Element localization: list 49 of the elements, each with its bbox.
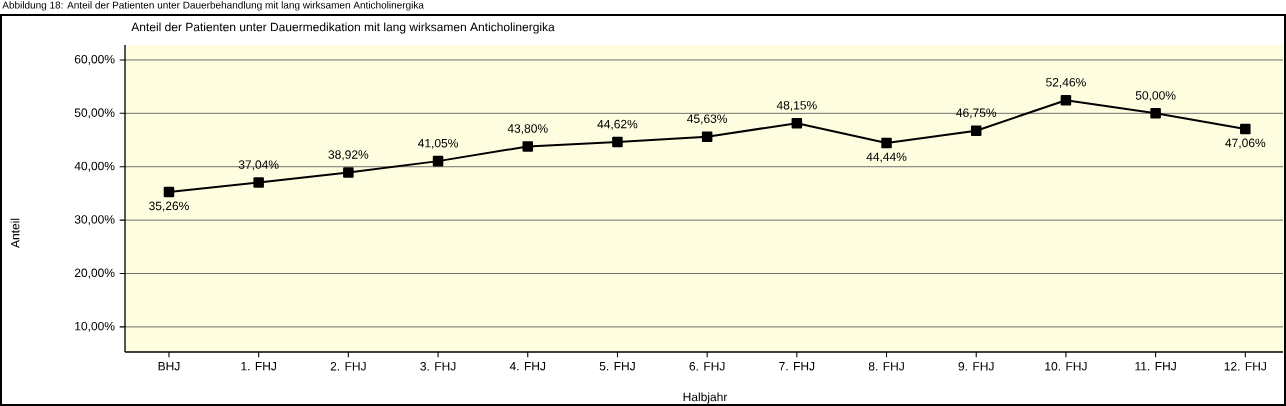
x-tick-label: 8. FHJ — [868, 362, 904, 371]
x-tick-label: 9. FHJ — [958, 362, 994, 371]
data-label: 35,26% — [149, 201, 189, 212]
x-tick-label: 6. FHJ — [689, 362, 725, 371]
data-label: 37,04% — [238, 160, 279, 171]
point — [791, 117, 803, 129]
chart-subtitle: Anteil der Patienten unter Dauermedikation mit lang wirksamen Anticholinergika — [131, 22, 555, 34]
point — [970, 125, 982, 136]
x-axis-title: Halbjahr — [683, 392, 728, 404]
point — [1060, 94, 1072, 106]
data-label: 47,06% — [1225, 138, 1266, 149]
data-label: 44,62% — [597, 119, 638, 130]
point — [1240, 123, 1251, 135]
x-tick-label: 3. FHJ — [420, 362, 456, 371]
point — [253, 177, 264, 188]
point — [1150, 108, 1161, 119]
point — [881, 137, 892, 149]
x-tick-label: 12. FHJ — [1224, 362, 1266, 371]
x-tick-label: 2. FHJ — [330, 362, 366, 371]
data-label: 48,15% — [776, 101, 817, 111]
data-label: 50,00% — [1135, 91, 1176, 102]
chart-title: Abbildung 18: Anteil der Patienten unter Dauerbehandlung mit lang wirksamen Anticholinergika — [2, 1, 424, 11]
x-tick-label: BHJ — [158, 362, 180, 371]
x-tick-label: 1. FHJ — [241, 362, 276, 371]
x-tick-label: 4. FHJ — [509, 362, 546, 371]
data-label: 43,80% — [507, 124, 548, 135]
data-label: 38,92% — [328, 150, 369, 161]
y-tick-label: 20,00% — [74, 268, 115, 279]
y-tick-label: 40,00% — [74, 161, 115, 172]
data-label: 41,05% — [417, 138, 458, 149]
x-tick-label: 10. FHJ — [1045, 362, 1087, 371]
x-tick-label: 11. FHJ — [1135, 362, 1176, 371]
data-label: 44,44% — [866, 152, 907, 163]
y-tick-label: 60,00% — [74, 54, 115, 65]
data-label: 52,46% — [1046, 78, 1086, 88]
x-tick-label: 5. FHJ — [599, 362, 635, 371]
data-label: 45,63% — [687, 114, 728, 125]
point — [522, 141, 534, 152]
point — [163, 186, 175, 198]
x-tick-label: 7. FHJ — [779, 362, 815, 371]
y-tick-label: 30,00% — [74, 215, 115, 226]
y-axis-title: Anteil — [10, 218, 20, 248]
y-tick-label: 50,00% — [74, 108, 115, 119]
point — [432, 155, 444, 167]
y-tick-label: 10,00% — [75, 321, 115, 332]
data-label: 46,75% — [956, 108, 997, 119]
point — [701, 131, 713, 142]
point — [343, 167, 354, 178]
point — [612, 136, 623, 148]
